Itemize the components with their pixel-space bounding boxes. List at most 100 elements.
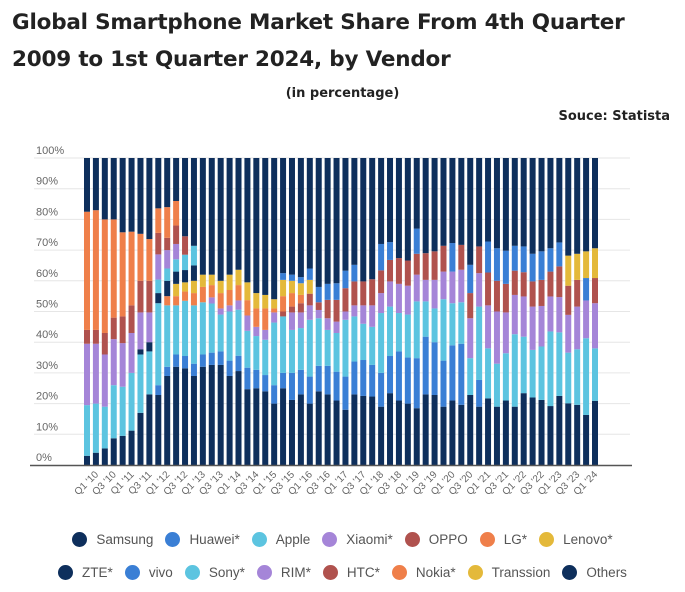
bar-segment: [360, 360, 367, 396]
bar-segment: [476, 273, 483, 307]
bar-segment: [173, 259, 180, 272]
bar-segment: [128, 305, 135, 333]
bar-segment: [235, 300, 242, 310]
bar-segment: [378, 293, 385, 314]
legend-label: Others: [586, 565, 627, 580]
bar-segment: [262, 294, 269, 309]
bar-segment: [271, 158, 278, 300]
bar-segment: [280, 311, 287, 317]
bar-segment: [146, 158, 153, 240]
bar-segment: [485, 305, 492, 349]
bar-segment: [449, 243, 456, 272]
y-tick-label: 50%: [36, 299, 58, 311]
bar-segment: [476, 306, 483, 380]
bar-segment: [511, 158, 518, 246]
bar-segment: [235, 158, 242, 270]
bar-segment: [467, 358, 474, 395]
bar-segment: [520, 158, 527, 247]
bar-segment: [190, 265, 197, 281]
bar-segment: [440, 360, 447, 407]
bar-segment: [360, 395, 367, 465]
bar-segment: [467, 395, 474, 465]
bar-segment: [592, 303, 598, 349]
legend-swatch-icon: [404, 532, 420, 547]
bar-segment: [182, 158, 189, 237]
bar-segment: [556, 395, 563, 465]
bar-segment: [173, 283, 180, 297]
bar-segment: [155, 395, 162, 465]
bar-segment: [342, 311, 349, 320]
legend-label: Apple: [275, 532, 311, 547]
bar-segment: [387, 158, 394, 243]
bar-segment: [226, 290, 233, 306]
bar-segment: [556, 332, 563, 396]
bar-segment: [217, 158, 224, 281]
bar-segment: [342, 376, 349, 410]
y-tick-label: 30%: [36, 360, 58, 372]
bar-segment: [547, 331, 554, 407]
bar-segment: [235, 285, 242, 301]
bar-segment: [324, 299, 331, 319]
bar-segment: [592, 278, 598, 304]
bar-segment: [529, 281, 536, 307]
bar-segment: [502, 283, 509, 313]
bar-segment: [110, 158, 117, 220]
bar-segment: [280, 316, 287, 373]
bar-segment: [155, 158, 162, 209]
bar-segment: [395, 258, 402, 284]
bar-segment: [297, 294, 304, 304]
bar-segment: [592, 158, 598, 249]
legend-swatch-icon: [322, 565, 338, 580]
bar-segment: [520, 296, 527, 337]
bar-segment: [182, 254, 189, 271]
bar-segment: [306, 319, 313, 377]
bar-segment: [173, 305, 180, 355]
bar-segment: [476, 246, 483, 274]
bar-segment: [155, 232, 162, 255]
bar-segment: [262, 329, 269, 340]
bar-segment: [360, 305, 367, 324]
bar-segment: [235, 371, 242, 465]
y-tick-label: 60%: [36, 268, 58, 280]
bar-segment: [556, 158, 563, 243]
bar-segment: [351, 158, 358, 265]
bar-segment: [226, 274, 233, 291]
bar-segment: [101, 406, 108, 449]
bar-segment: [164, 207, 171, 238]
bar-segment: [369, 326, 376, 365]
bar-segment: [485, 398, 492, 465]
bar-segment: [119, 386, 126, 436]
bar-segment: [413, 253, 420, 275]
bar-segment: [182, 356, 189, 369]
bar-segment: [297, 369, 304, 395]
legend-item: LG*: [479, 532, 527, 547]
bar-segment: [378, 243, 385, 271]
bar-segment: [485, 348, 492, 399]
legend-item: Sony*: [184, 565, 245, 580]
bar-segment: [422, 279, 429, 302]
bar-segment: [182, 270, 189, 283]
bar-segment: [137, 349, 144, 355]
bar-segment: [182, 368, 189, 465]
bar-segment: [333, 321, 340, 333]
bar-segment: [351, 361, 358, 395]
bar-segment: [351, 394, 358, 465]
bar-segment: [556, 297, 563, 333]
chart-subtitle: (in percentage): [285, 86, 400, 101]
legend-label: Sony*: [208, 565, 245, 580]
bar-segment: [217, 293, 224, 309]
bar-segment: [378, 313, 385, 373]
legend-item: Lenovo*: [539, 532, 613, 547]
bar-segment: [520, 336, 527, 394]
bar-segment: [164, 375, 171, 465]
bar-segment: [440, 245, 447, 272]
legend-label: Nokia*: [415, 565, 456, 580]
bar-segment: [458, 343, 465, 405]
bar-segment: [182, 236, 189, 255]
bar-segment: [253, 388, 260, 465]
bar-segment: [244, 158, 251, 283]
bar-segment: [324, 365, 331, 395]
bar-segment: [387, 259, 394, 282]
bar-segment: [173, 243, 180, 260]
bar-segment: [173, 158, 180, 201]
